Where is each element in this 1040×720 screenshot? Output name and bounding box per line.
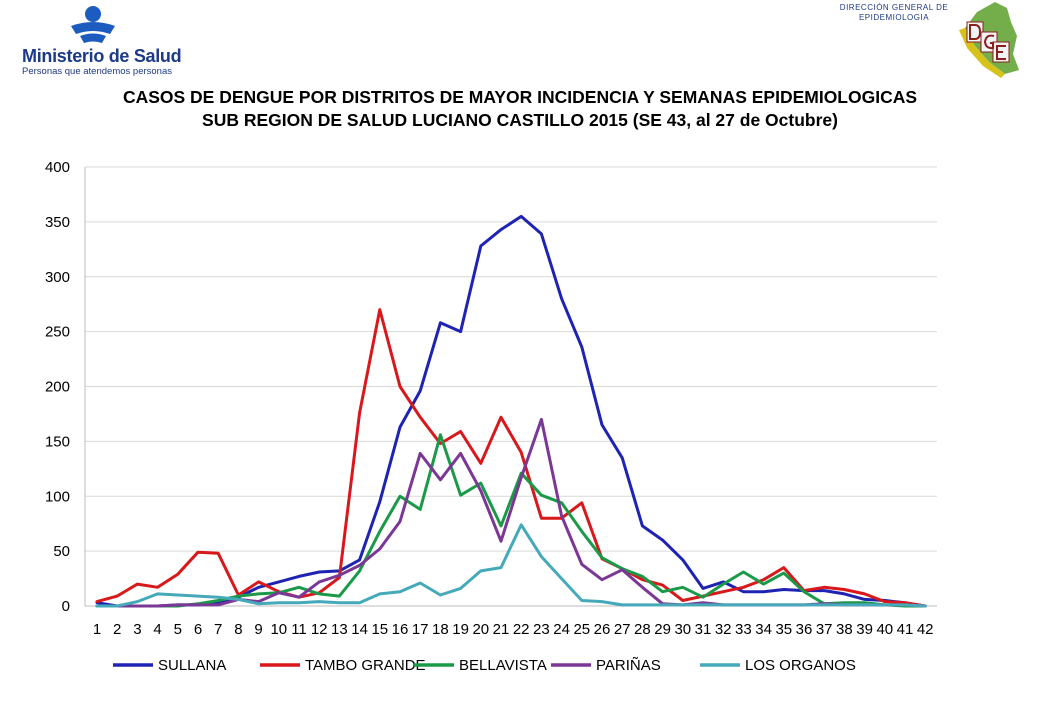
x-tick-label: 8 [234, 621, 242, 638]
y-tick-label: 200 [45, 379, 70, 396]
y-gridlines [84, 166, 937, 607]
x-tick-label: 26 [594, 621, 611, 638]
x-axis-tick-labels: 1 2 3 4 5 6 7 8 9 10 11 12 13 14 15 16 17 18 19 20 21 22 23 24 2… [93, 621, 934, 638]
x-tick-label: 31 [695, 621, 712, 638]
x-tick-label: 14 [351, 621, 368, 638]
x-tick-label: 34 [755, 621, 772, 638]
x-tick-label: 32 [715, 621, 732, 638]
x-tick-label: 28 [634, 621, 651, 638]
x-tick-label: 33 [735, 621, 752, 638]
y-tick-label: 400 [45, 159, 70, 176]
x-tick-label: 20 [472, 621, 489, 638]
x-tick-label: 5 [174, 621, 182, 638]
x-tick-label: 25 [573, 621, 590, 638]
x-tick-label: 6 [194, 621, 202, 638]
x-tick-label: 19 [452, 621, 469, 638]
y-tick-label: 0 [62, 598, 70, 615]
series-lines [95, 214, 927, 608]
x-tick-label: 27 [614, 621, 631, 638]
series-line-tambo-grande [95, 308, 927, 608]
person-emblem-icon [71, 6, 115, 43]
x-tick-label: 4 [153, 621, 161, 638]
y-tick-label: 350 [45, 214, 70, 231]
legend-label: SULLANA [158, 657, 226, 674]
x-tick-label: 13 [331, 621, 348, 638]
y-tick-label: 300 [45, 269, 70, 286]
x-tick-label: 17 [412, 621, 429, 638]
x-tick-label: 10 [270, 621, 287, 638]
x-tick-label: 3 [133, 621, 141, 638]
x-tick-label: 42 [917, 621, 934, 638]
y-tick-label: 150 [45, 433, 70, 450]
x-tick-label: 38 [836, 621, 853, 638]
x-tick-label: 30 [674, 621, 691, 638]
ministerio-de-salud-logo: Ministerio de Salud Personas que atendem… [18, 4, 182, 77]
x-tick-label: 12 [311, 621, 328, 638]
x-tick-label: 16 [392, 621, 409, 638]
x-tick-label: 9 [254, 621, 262, 638]
department-line-1: DIRECCIÓN GENERAL DE [839, 3, 949, 12]
legend-label: LOS ORGANOS [745, 657, 856, 674]
chart-title: CASOS DE DENGUE POR DISTRITOS DE MAYOR I… [0, 86, 1040, 132]
chart-title-line-1: CASOS DE DENGUE POR DISTRITOS DE MAYOR I… [122, 87, 918, 107]
department-line-2: EPIDEMIOLOGIA [858, 13, 930, 22]
series-line-bellavista [95, 433, 927, 608]
x-tick-label: 37 [816, 621, 833, 638]
legend-label: TAMBO GRANDE [305, 657, 426, 674]
x-tick-label: 2 [113, 621, 121, 638]
y-tick-label: 100 [45, 488, 70, 505]
x-tick-label: 23 [533, 621, 550, 638]
x-tick-label: 18 [432, 621, 449, 638]
x-tick-label: 24 [553, 621, 570, 638]
x-tick-label: 15 [371, 621, 388, 638]
org-name: Ministerio de Salud [22, 46, 182, 66]
y-tick-label: 50 [53, 543, 70, 560]
org-tagline: Personas que atendemos personas [22, 66, 172, 77]
legend-label: PARIÑAS [596, 657, 661, 674]
y-tick-label: 250 [45, 324, 70, 341]
x-tick-label: 11 [291, 621, 307, 638]
x-tick-label: 41 [897, 621, 914, 638]
x-tick-label: 40 [876, 621, 893, 638]
chart-title-line-2: SUB REGION DE SALUD LUCIANO CASTILLO 201… [202, 110, 838, 130]
peru-map-emblem-icon [959, 2, 1019, 78]
legend-label: BELLAVISTA [459, 657, 547, 674]
x-tick-label: 29 [654, 621, 671, 638]
x-tick-label: 21 [493, 621, 510, 638]
department-name: DIRECCIÓN GENERAL DE EPIDEMIOLOGIA [830, 3, 958, 23]
y-axis-tick-labels: 0 50 100 150 200 250 300 350 400 [45, 159, 70, 615]
x-tick-label: 35 [775, 621, 792, 638]
series-line-los-organos [95, 523, 927, 608]
series-line-pariñas [95, 417, 927, 608]
x-tick-label: 7 [214, 621, 222, 638]
x-tick-label: 39 [856, 621, 873, 638]
x-tick-label: 22 [513, 621, 530, 638]
dge-logo: DIRECCIÓN GENERAL DE EPIDEMIOLOGIA [820, 0, 1035, 80]
x-tick-label: 1 [93, 621, 101, 638]
legend: SULLANA TAMBO GRANDE BELLAVISTA PARIÑAS LOS … [113, 657, 856, 674]
x-tick-label: 36 [796, 621, 813, 638]
